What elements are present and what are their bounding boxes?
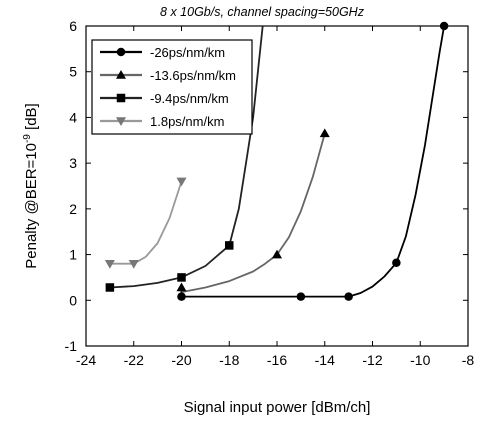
- x-tick-label: -18: [219, 352, 239, 368]
- data-point-9p4psnmkm: [105, 283, 115, 292]
- x-tick-label: -20: [171, 352, 191, 368]
- legend-label-9p4psnmkm: -9.4ps/nm/km: [150, 91, 229, 106]
- data-point-26psnmkm: [177, 292, 186, 301]
- x-tick-label: -22: [124, 352, 144, 368]
- legend-label-13p6psnmkm: -13.6ps/nm/km: [150, 68, 236, 83]
- legend-marker-9p4psnmkm: [116, 93, 126, 103]
- y-tick-label: 1: [69, 247, 77, 263]
- x-tick-label: -12: [362, 352, 382, 368]
- data-point-26psnmkm: [296, 292, 306, 301]
- chart-title: 8 x 10Gb/s, channel spacing=50GHz: [160, 5, 365, 19]
- series-markers: [104, 21, 449, 301]
- legend-label-26psnmkm: -26ps/nm/km: [150, 45, 225, 60]
- legend-marker-13p6psnmkm: [116, 70, 126, 79]
- x-tick-label: -8: [462, 352, 475, 368]
- data-point-9p4psnmkm: [225, 241, 234, 250]
- x-tick-label: -24: [76, 352, 96, 368]
- x-tick-label: -14: [315, 352, 335, 368]
- legend-label-1p8psnmkm: 1.8ps/nm/km: [150, 114, 224, 129]
- series-line-1p8psnmkm: [109, 181, 183, 265]
- series-line-13p6psnmkm: [181, 133, 326, 293]
- y-tick-label: 0: [69, 292, 77, 308]
- data-point-26psnmkm: [439, 21, 449, 31]
- y-tick-label: 6: [69, 18, 77, 34]
- y-axis-label: Penalty @BER=10-9 [dB]: [22, 103, 40, 268]
- y-tick-label: 2: [69, 201, 77, 217]
- data-point-1p8psnmkm: [176, 177, 187, 187]
- legend-marker-1p8psnmkm: [116, 117, 126, 126]
- data-point-13p6psnmkm: [272, 249, 282, 259]
- y-tick-label: 4: [69, 109, 77, 125]
- y-tick-label: 5: [69, 64, 77, 80]
- y-axis-label-unit: [dB]: [23, 103, 40, 134]
- legend: -26ps/nm/km -13.6ps/nm/km -9.4ps/nm/km 1.8p…: [91, 39, 253, 135]
- x-tick-label: -10: [410, 352, 430, 368]
- data-point-9p4psnmkm: [177, 273, 186, 282]
- y-tick-label: 3: [69, 155, 77, 171]
- data-point-26psnmkm: [344, 292, 353, 301]
- y-axis-label-exponent: -9: [22, 134, 33, 143]
- legend-items: -26ps/nm/km -13.6ps/nm/km -9.4ps/nm/km 1.8p…: [100, 45, 236, 129]
- x-axis-label: Signal input power [dBm/ch]: [184, 399, 371, 416]
- data-point-1p8psnmkm: [128, 259, 139, 269]
- data-point-1p8psnmkm: [104, 259, 115, 269]
- legend-marker-26psnmkm: [116, 47, 126, 57]
- x-tick-label: -16: [267, 352, 287, 368]
- data-point-26psnmkm: [392, 258, 401, 268]
- y-axis-label-main: Penalty @BER=10: [23, 143, 40, 269]
- y-tick-label: -1: [65, 338, 78, 354]
- data-point-13p6psnmkm: [176, 282, 187, 292]
- data-point-13p6psnmkm: [319, 128, 330, 138]
